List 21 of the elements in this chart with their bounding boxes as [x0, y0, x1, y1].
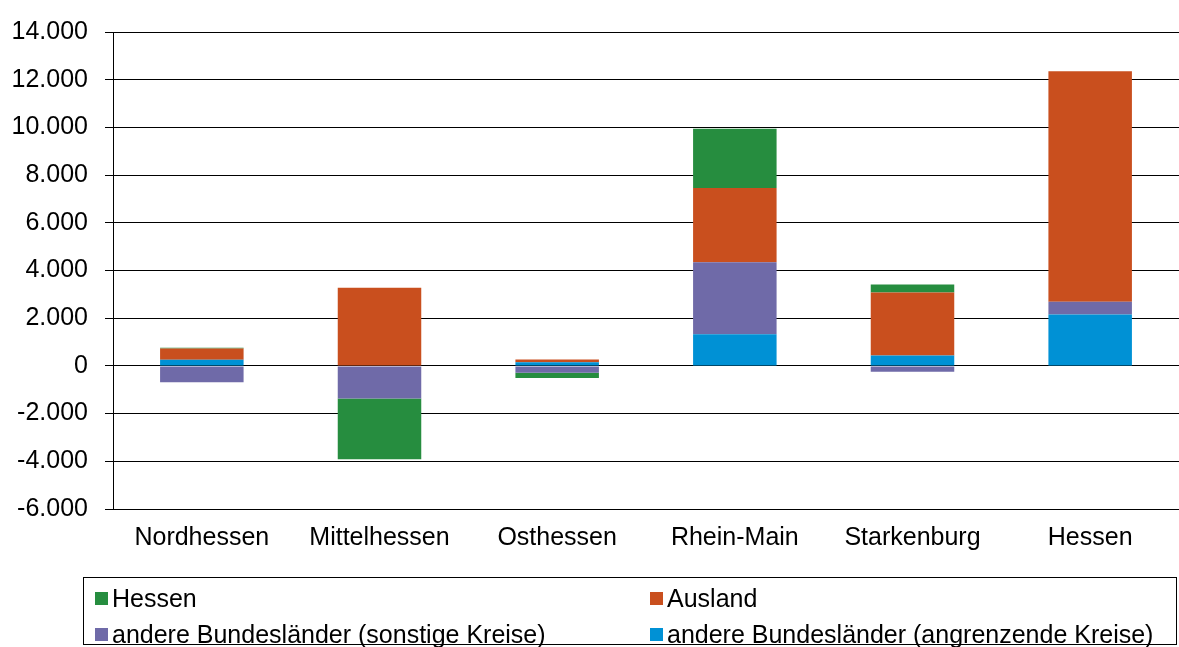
x-tick-label: Mittelhessen [309, 521, 450, 550]
legend-label: Ausland [667, 583, 758, 613]
y-tick-label: 10.000 [11, 111, 88, 140]
y-tick-label: 14.000 [11, 15, 88, 44]
x-tick-label: Osthessen [497, 521, 617, 550]
legend-label: andere Bundesländer (sonstige Kreise) [112, 619, 546, 647]
y-tick-label: 8.000 [25, 158, 88, 187]
y-tick-label: -4.000 [17, 445, 88, 474]
y-tick-label: 0 [74, 349, 88, 378]
y-tick-label: 4.000 [25, 254, 88, 283]
y-tick-label: -2.000 [17, 397, 88, 426]
x-tick-label: Hessen [1047, 521, 1133, 550]
legend-label: Hessen [112, 583, 197, 613]
y-tick-label: 6.000 [25, 206, 88, 235]
x-tick-label: Nordhessen [134, 521, 270, 550]
x-tick-label: Starkenburg [844, 521, 981, 550]
legend-label: andere Bundesländer (angrenzende Kreise) [667, 619, 1154, 647]
y-tick-label: 12.000 [11, 63, 88, 92]
x-tick-label: Rhein-Main [670, 521, 799, 550]
y-tick-label: -6.000 [17, 492, 88, 521]
y-tick-label: 2.000 [25, 302, 88, 331]
